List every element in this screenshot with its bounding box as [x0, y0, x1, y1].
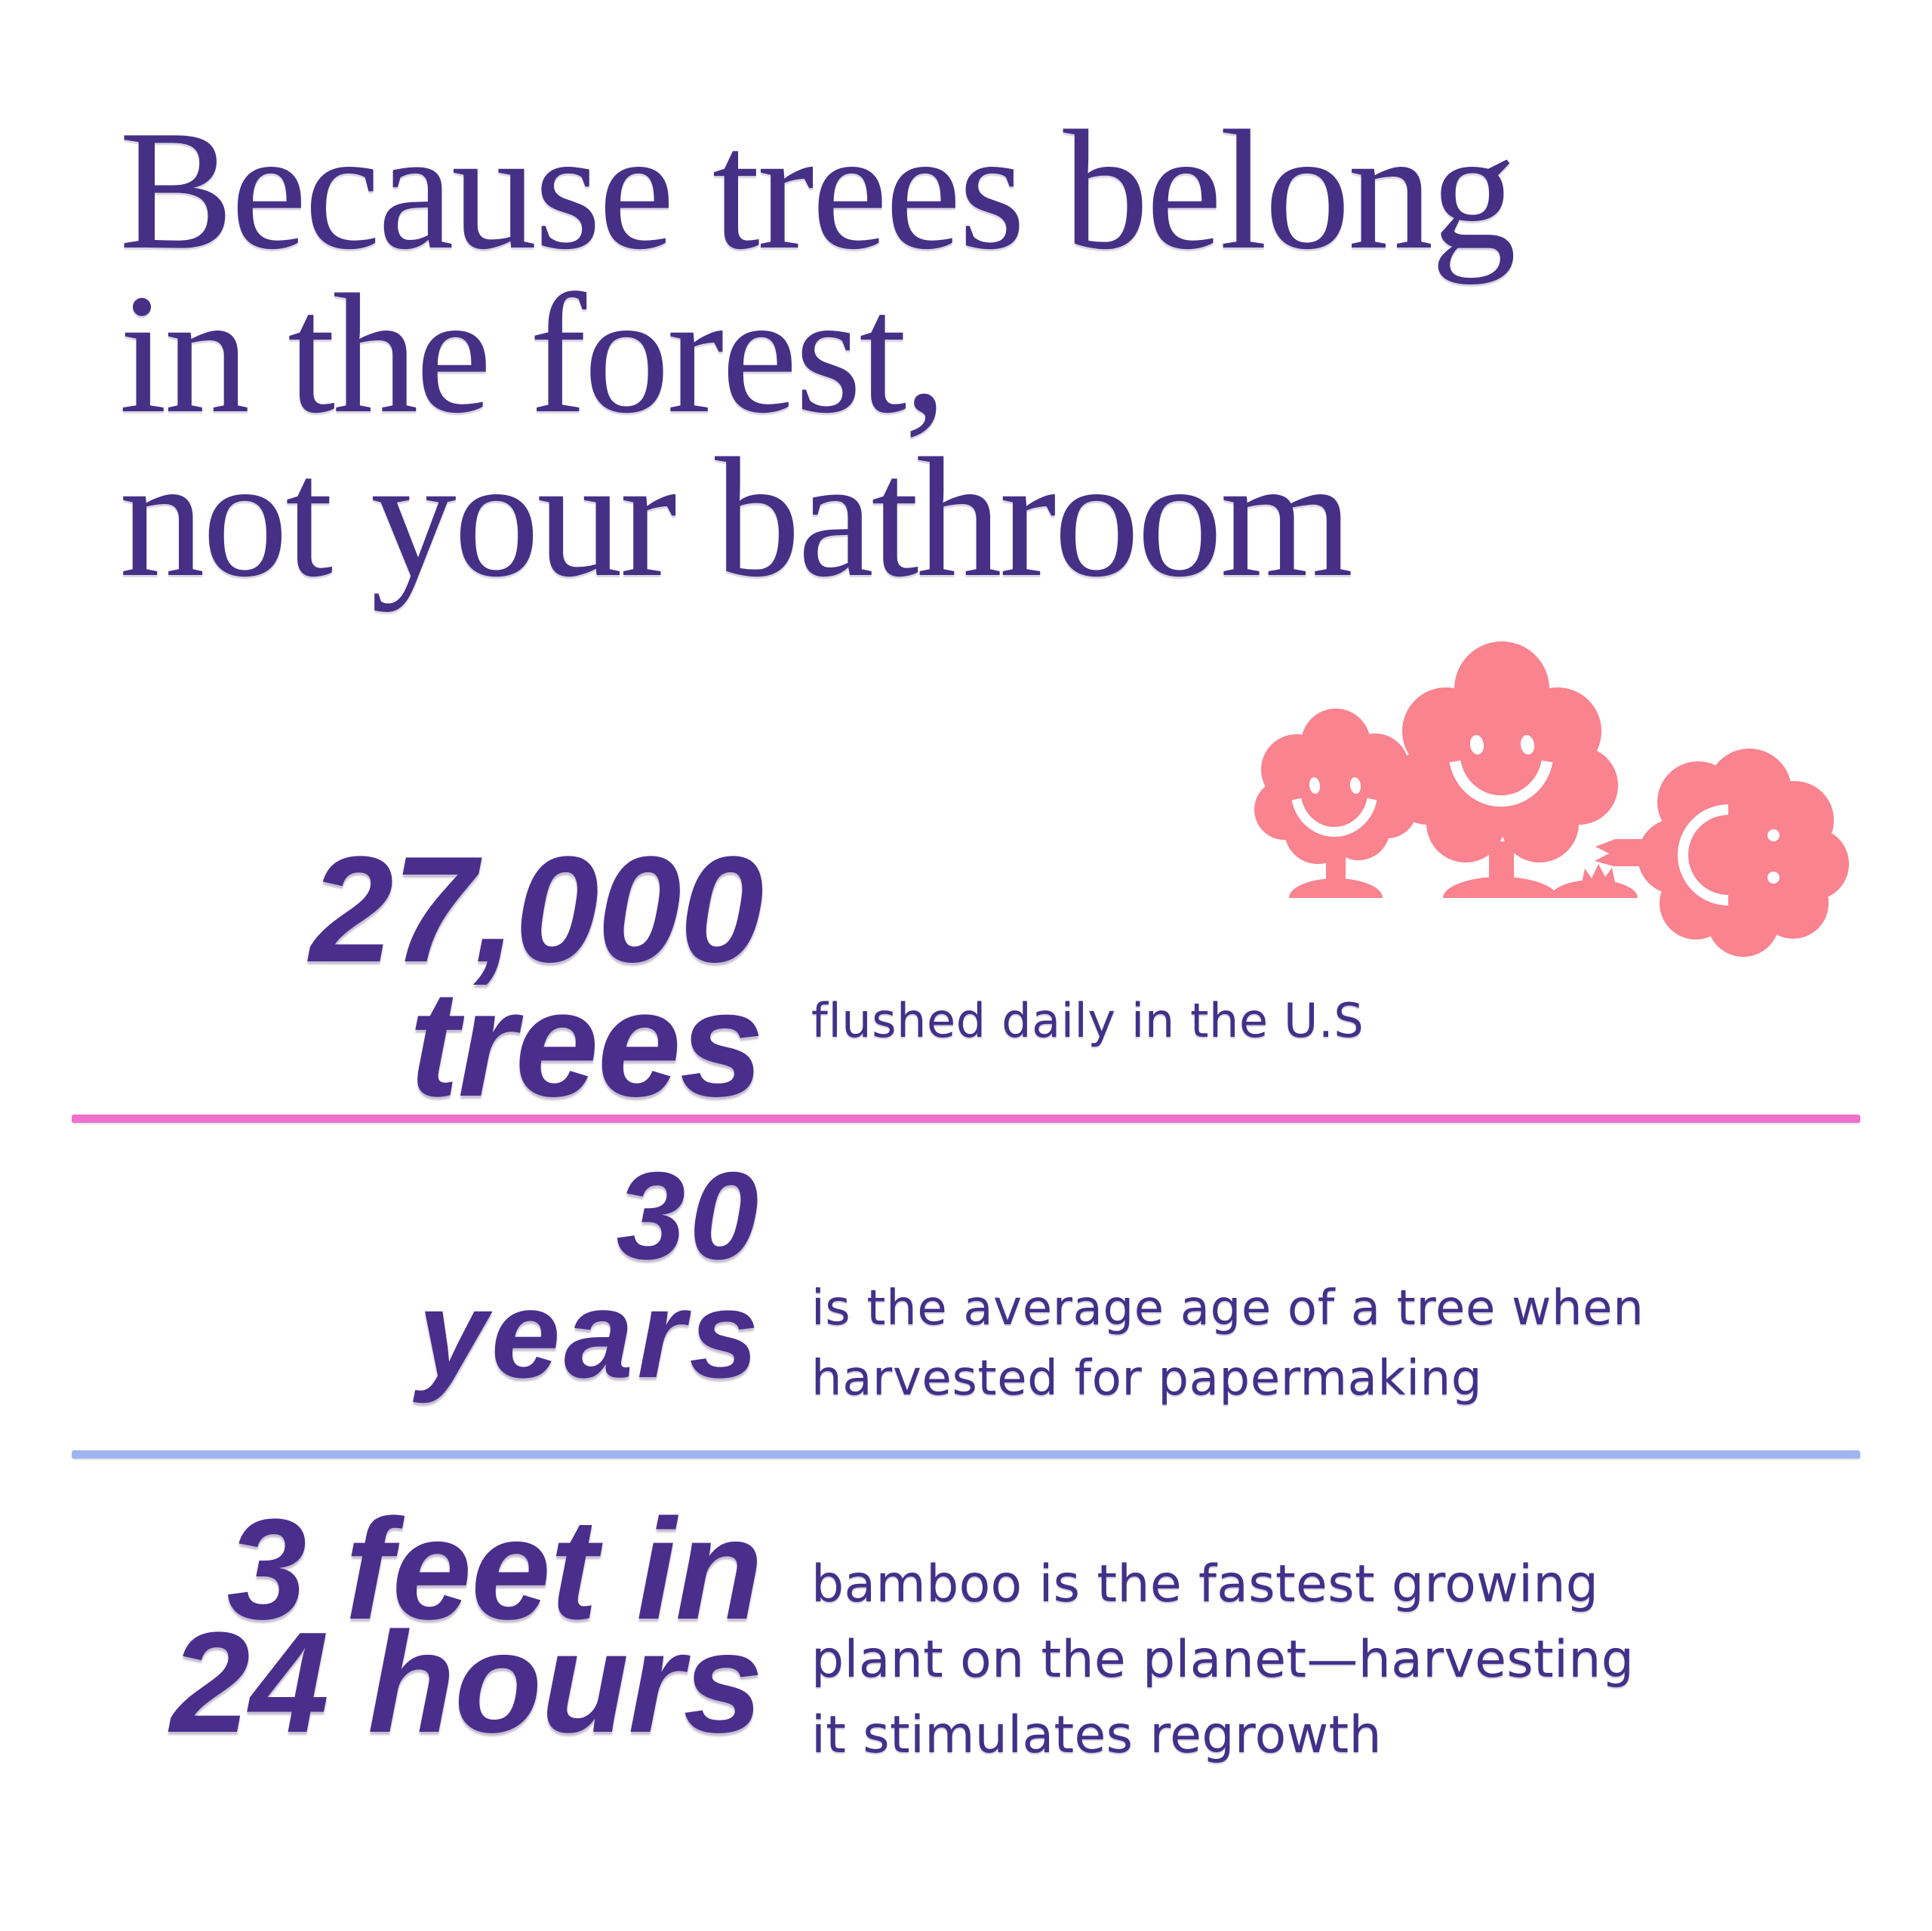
stat-value-line: 27,000: [309, 826, 764, 994]
stat-description-trees-flushed: flushed daily in the U.S: [811, 998, 1364, 1044]
stat-description-line: harvested for papermaking: [811, 1351, 1483, 1407]
stump-icon: [1550, 864, 1638, 898]
headline-line-3: not your bathroom: [119, 423, 1353, 613]
stat-value-tree-age: 30 years: [0, 1146, 781, 1404]
stat-description-tree-age: is the average age of a tree when harves…: [811, 1274, 1644, 1414]
stat-value-bamboo-growth: 3 feet in 24 hours: [0, 1490, 763, 1763]
stat-description-line: plant on the planet—harvesting: [811, 1630, 1635, 1690]
blue-divider: [72, 1450, 1860, 1459]
stat-description-line: bamboo is the fastest growing: [811, 1554, 1599, 1614]
headline-line-1: Because trees belong: [119, 96, 1516, 285]
stat-description-bamboo-growth: bamboo is the fastest growing plant on t…: [811, 1547, 1634, 1773]
pink-trees-icon: [1254, 641, 1849, 957]
stat-value-line: 3 feet in: [226, 1490, 763, 1650]
stat-description-line: it stimulates regrowth: [811, 1705, 1382, 1765]
stat-value-trees-flushed: 27,000 trees: [0, 826, 781, 1128]
headline: Because trees belong in the forest, not …: [119, 96, 1516, 613]
headline-line-2: in the forest,: [119, 260, 947, 449]
fallen-tree-icon: [1595, 749, 1849, 957]
stat-description-line: flushed daily in the U.S: [811, 993, 1364, 1048]
stat-description-line: is the average age of a tree when: [811, 1281, 1644, 1336]
pink-divider: [72, 1115, 1860, 1123]
stat-value-line: years: [417, 1265, 762, 1404]
big-tree-icon: [1390, 641, 1618, 898]
stat-value-line: 24 hours: [170, 1603, 763, 1763]
stat-value-line: trees: [408, 960, 764, 1128]
stat-value-line: 30: [616, 1146, 762, 1285]
small-tree-icon: [1254, 709, 1417, 898]
